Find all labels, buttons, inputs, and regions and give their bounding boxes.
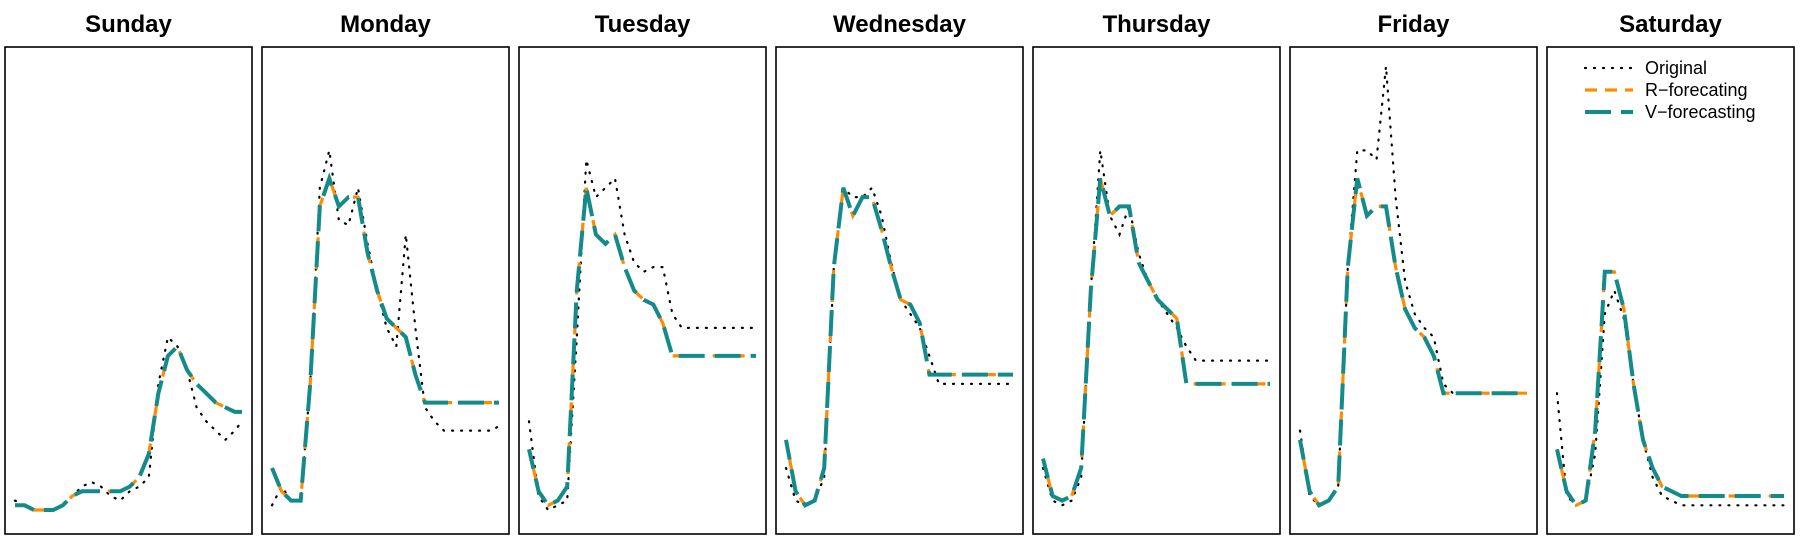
panel-frame — [518, 46, 767, 535]
r-forecasting-series-line — [1555, 270, 1784, 508]
r-forecasting-series-line — [1041, 178, 1270, 503]
v-forecasting-series-line — [1041, 177, 1270, 503]
panel-title: Sunday — [85, 11, 172, 38]
panel-frame — [1289, 46, 1538, 535]
original-series-line — [1555, 287, 1786, 507]
r-forecasting-series-line — [270, 173, 499, 503]
panel-tuesday: Tuesday — [518, 11, 767, 535]
panel-saturday: Saturday — [1546, 11, 1795, 535]
panel-title: Saturday — [1619, 11, 1722, 38]
r-forecasting-series-line — [1298, 178, 1527, 508]
legend-original-label: Original — [1645, 58, 1707, 78]
panel-title: Friday — [1377, 11, 1450, 38]
original-series-line — [527, 159, 758, 512]
panel-sunday: Sunday — [4, 11, 253, 535]
panel-friday: Friday — [1289, 11, 1538, 535]
r-forecasting-series-line — [784, 187, 1013, 508]
original-series-line — [784, 185, 1015, 507]
legend-v-forecasting-label: V−forecasting — [1645, 102, 1756, 122]
v-forecasting-series-line — [1298, 177, 1527, 508]
original-series-line — [270, 150, 501, 507]
panel-frame — [4, 46, 253, 535]
v-forecasting-series-line — [784, 187, 1013, 508]
r-forecasting-series-line — [527, 187, 756, 508]
original-series-line — [1298, 66, 1529, 507]
original-series-line — [1041, 150, 1272, 507]
v-forecasting-series-line — [15, 342, 242, 512]
panel-wednesday: Wednesday — [775, 11, 1024, 535]
panel-monday: Monday — [261, 11, 510, 535]
panel-title: Monday — [340, 11, 431, 38]
v-forecasting-series-line — [527, 187, 756, 508]
panel-frame — [261, 46, 510, 535]
original-series-line — [13, 335, 244, 512]
panel-frame — [775, 46, 1024, 535]
panel-title: Thursday — [1102, 11, 1211, 38]
panel-title: Tuesday — [595, 11, 691, 38]
v-forecasting-series-line — [1555, 269, 1784, 508]
legend-r-forecasting-label: R−forecating — [1645, 80, 1748, 100]
panel-thursday: Thursday — [1032, 11, 1281, 535]
panel-title: Wednesday — [833, 11, 967, 38]
panel-frame — [1032, 46, 1281, 535]
panel-frame — [1546, 46, 1795, 535]
v-forecasting-series-line — [270, 172, 499, 503]
